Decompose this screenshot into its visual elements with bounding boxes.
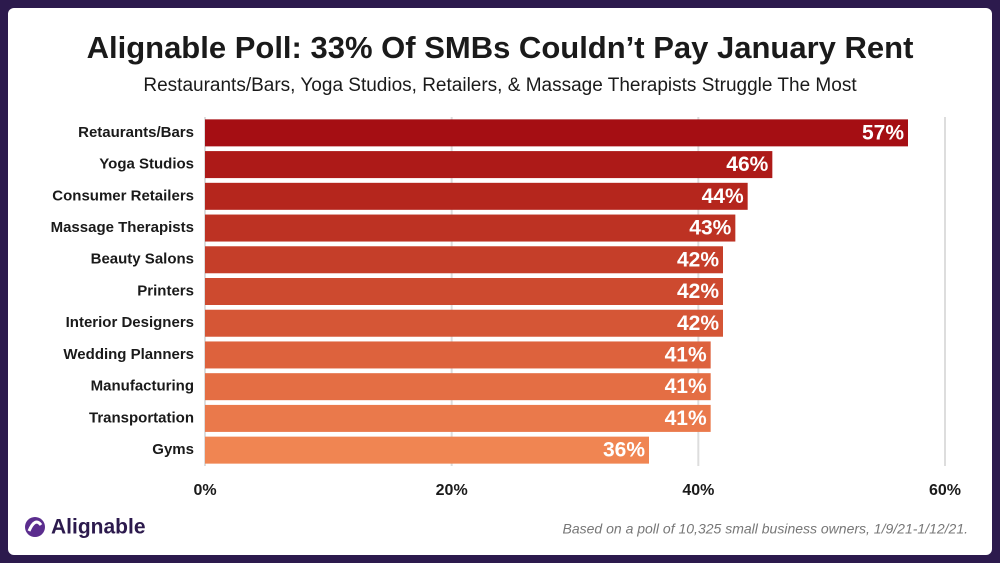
chart-title: Alignable Poll: 33% Of SMBs Couldn’t Pay… [87,30,914,65]
bar [205,341,711,369]
value-label: 36% [603,439,645,462]
y-tick-label: Manufacturing [91,378,194,395]
value-label: 43% [689,217,731,240]
value-label: 41% [665,344,707,367]
logo-icon [25,517,45,537]
x-tick-label: 60% [929,482,961,499]
value-label: 42% [677,312,719,335]
y-tick-label: Interior Designers [66,314,194,331]
value-label: 44% [702,185,744,208]
y-tick-label: Transportation [89,409,194,426]
footnote: Based on a poll of 10,325 small business… [563,521,968,537]
value-label: 42% [677,248,719,271]
bar [205,119,908,147]
brand-logo: Alignable [25,516,146,539]
y-tick-label: Printers [137,282,194,299]
brand-name: Alignable [51,516,146,539]
value-label: 42% [677,280,719,303]
x-tick-label: 0% [193,482,216,499]
bar [205,182,748,210]
bar [205,373,711,401]
y-tick-label: Gyms [152,441,194,458]
y-tick-label: Consumer Retailers [52,187,194,204]
x-tick-label: 20% [436,482,468,499]
y-tick-label: Yoga Studios [99,156,194,173]
bar [205,436,649,464]
bar [205,246,723,274]
bar [205,309,723,337]
value-label: 41% [665,407,707,430]
bar [205,214,736,242]
value-label: 41% [665,375,707,398]
bar [205,151,773,179]
bar [205,278,723,305]
bar [205,404,711,432]
value-label: 46% [726,153,768,176]
y-tick-label: Beauty Salons [91,251,194,268]
y-tick-label: Wedding Planners [63,346,194,363]
x-tick-label: 40% [682,482,714,499]
y-tick-label: Retaurants/Bars [78,124,194,141]
chart-subtitle: Restaurants/Bars, Yoga Studios, Retailer… [143,75,857,96]
value-label: 57% [862,121,904,144]
y-tick-label: Massage Therapists [51,219,194,236]
logo-mark [27,520,43,532]
